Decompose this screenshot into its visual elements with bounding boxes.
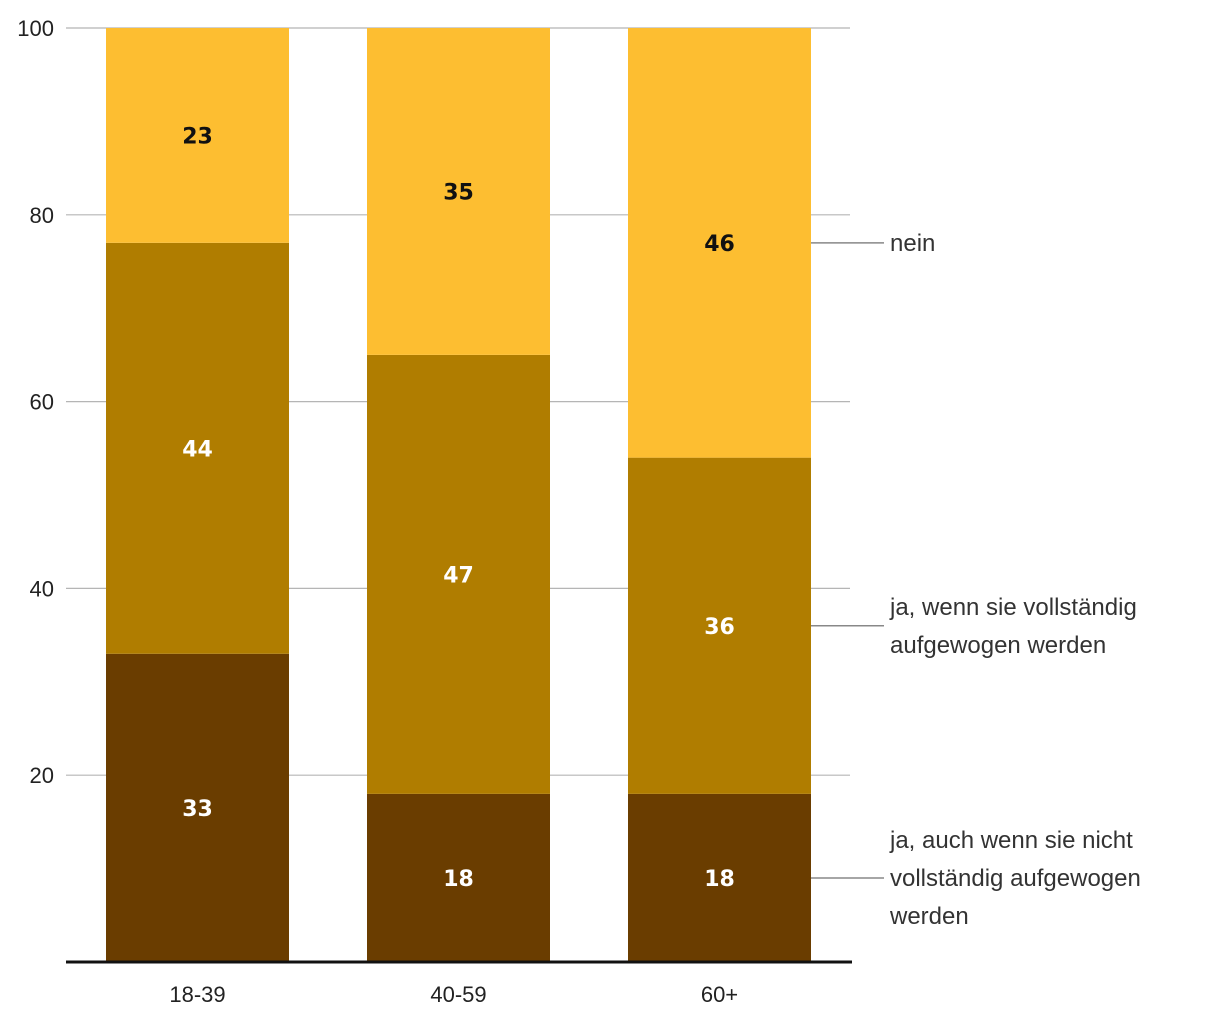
- legend-label: ja, wenn sie vollständig: [889, 594, 1137, 621]
- data-label: 35: [443, 180, 474, 205]
- y-tick-label: 20: [30, 763, 54, 788]
- y-axis: 20 40 60 80 100: [17, 16, 54, 788]
- data-label: 18: [704, 867, 735, 892]
- y-tick-label: 100: [17, 16, 54, 41]
- bar-segment: [106, 653, 289, 962]
- data-label: 23: [182, 124, 213, 149]
- bar-segment: [367, 793, 550, 962]
- legend: ja, auch wenn sie nicht vollständig aufge…: [811, 230, 1141, 930]
- y-tick-label: 60: [30, 390, 54, 415]
- data-label: 18: [443, 867, 474, 892]
- bars: 33 44 23 18 47 35 18 36 46: [106, 28, 811, 962]
- data-label: 47: [443, 563, 474, 588]
- bar-segment: [106, 28, 289, 243]
- legend-label: ja, auch wenn sie nicht: [889, 827, 1133, 854]
- bar-segment: [106, 242, 289, 654]
- y-tick-label: 80: [30, 203, 54, 228]
- data-label: 36: [704, 615, 735, 640]
- bar-segment: [628, 793, 811, 962]
- bar-segment: [367, 28, 550, 355]
- bar-segment: [628, 457, 811, 794]
- data-label: 44: [182, 437, 213, 462]
- x-category-label: 18-39: [169, 982, 225, 1007]
- x-category-label: 40-59: [430, 982, 486, 1007]
- x-category-label: 60+: [701, 982, 738, 1007]
- legend-label: aufgewogen werden: [890, 632, 1106, 659]
- bar-segment: [628, 28, 811, 458]
- bar-segment: [367, 354, 550, 794]
- x-axis: 18-39 40-59 60+: [66, 960, 852, 1007]
- data-label: 33: [182, 797, 213, 822]
- legend-label: nein: [890, 230, 935, 257]
- legend-label: werden: [889, 903, 969, 930]
- legend-label: vollständig aufgewogen: [890, 865, 1141, 892]
- data-label: 46: [704, 232, 735, 257]
- y-tick-label: 40: [30, 576, 54, 601]
